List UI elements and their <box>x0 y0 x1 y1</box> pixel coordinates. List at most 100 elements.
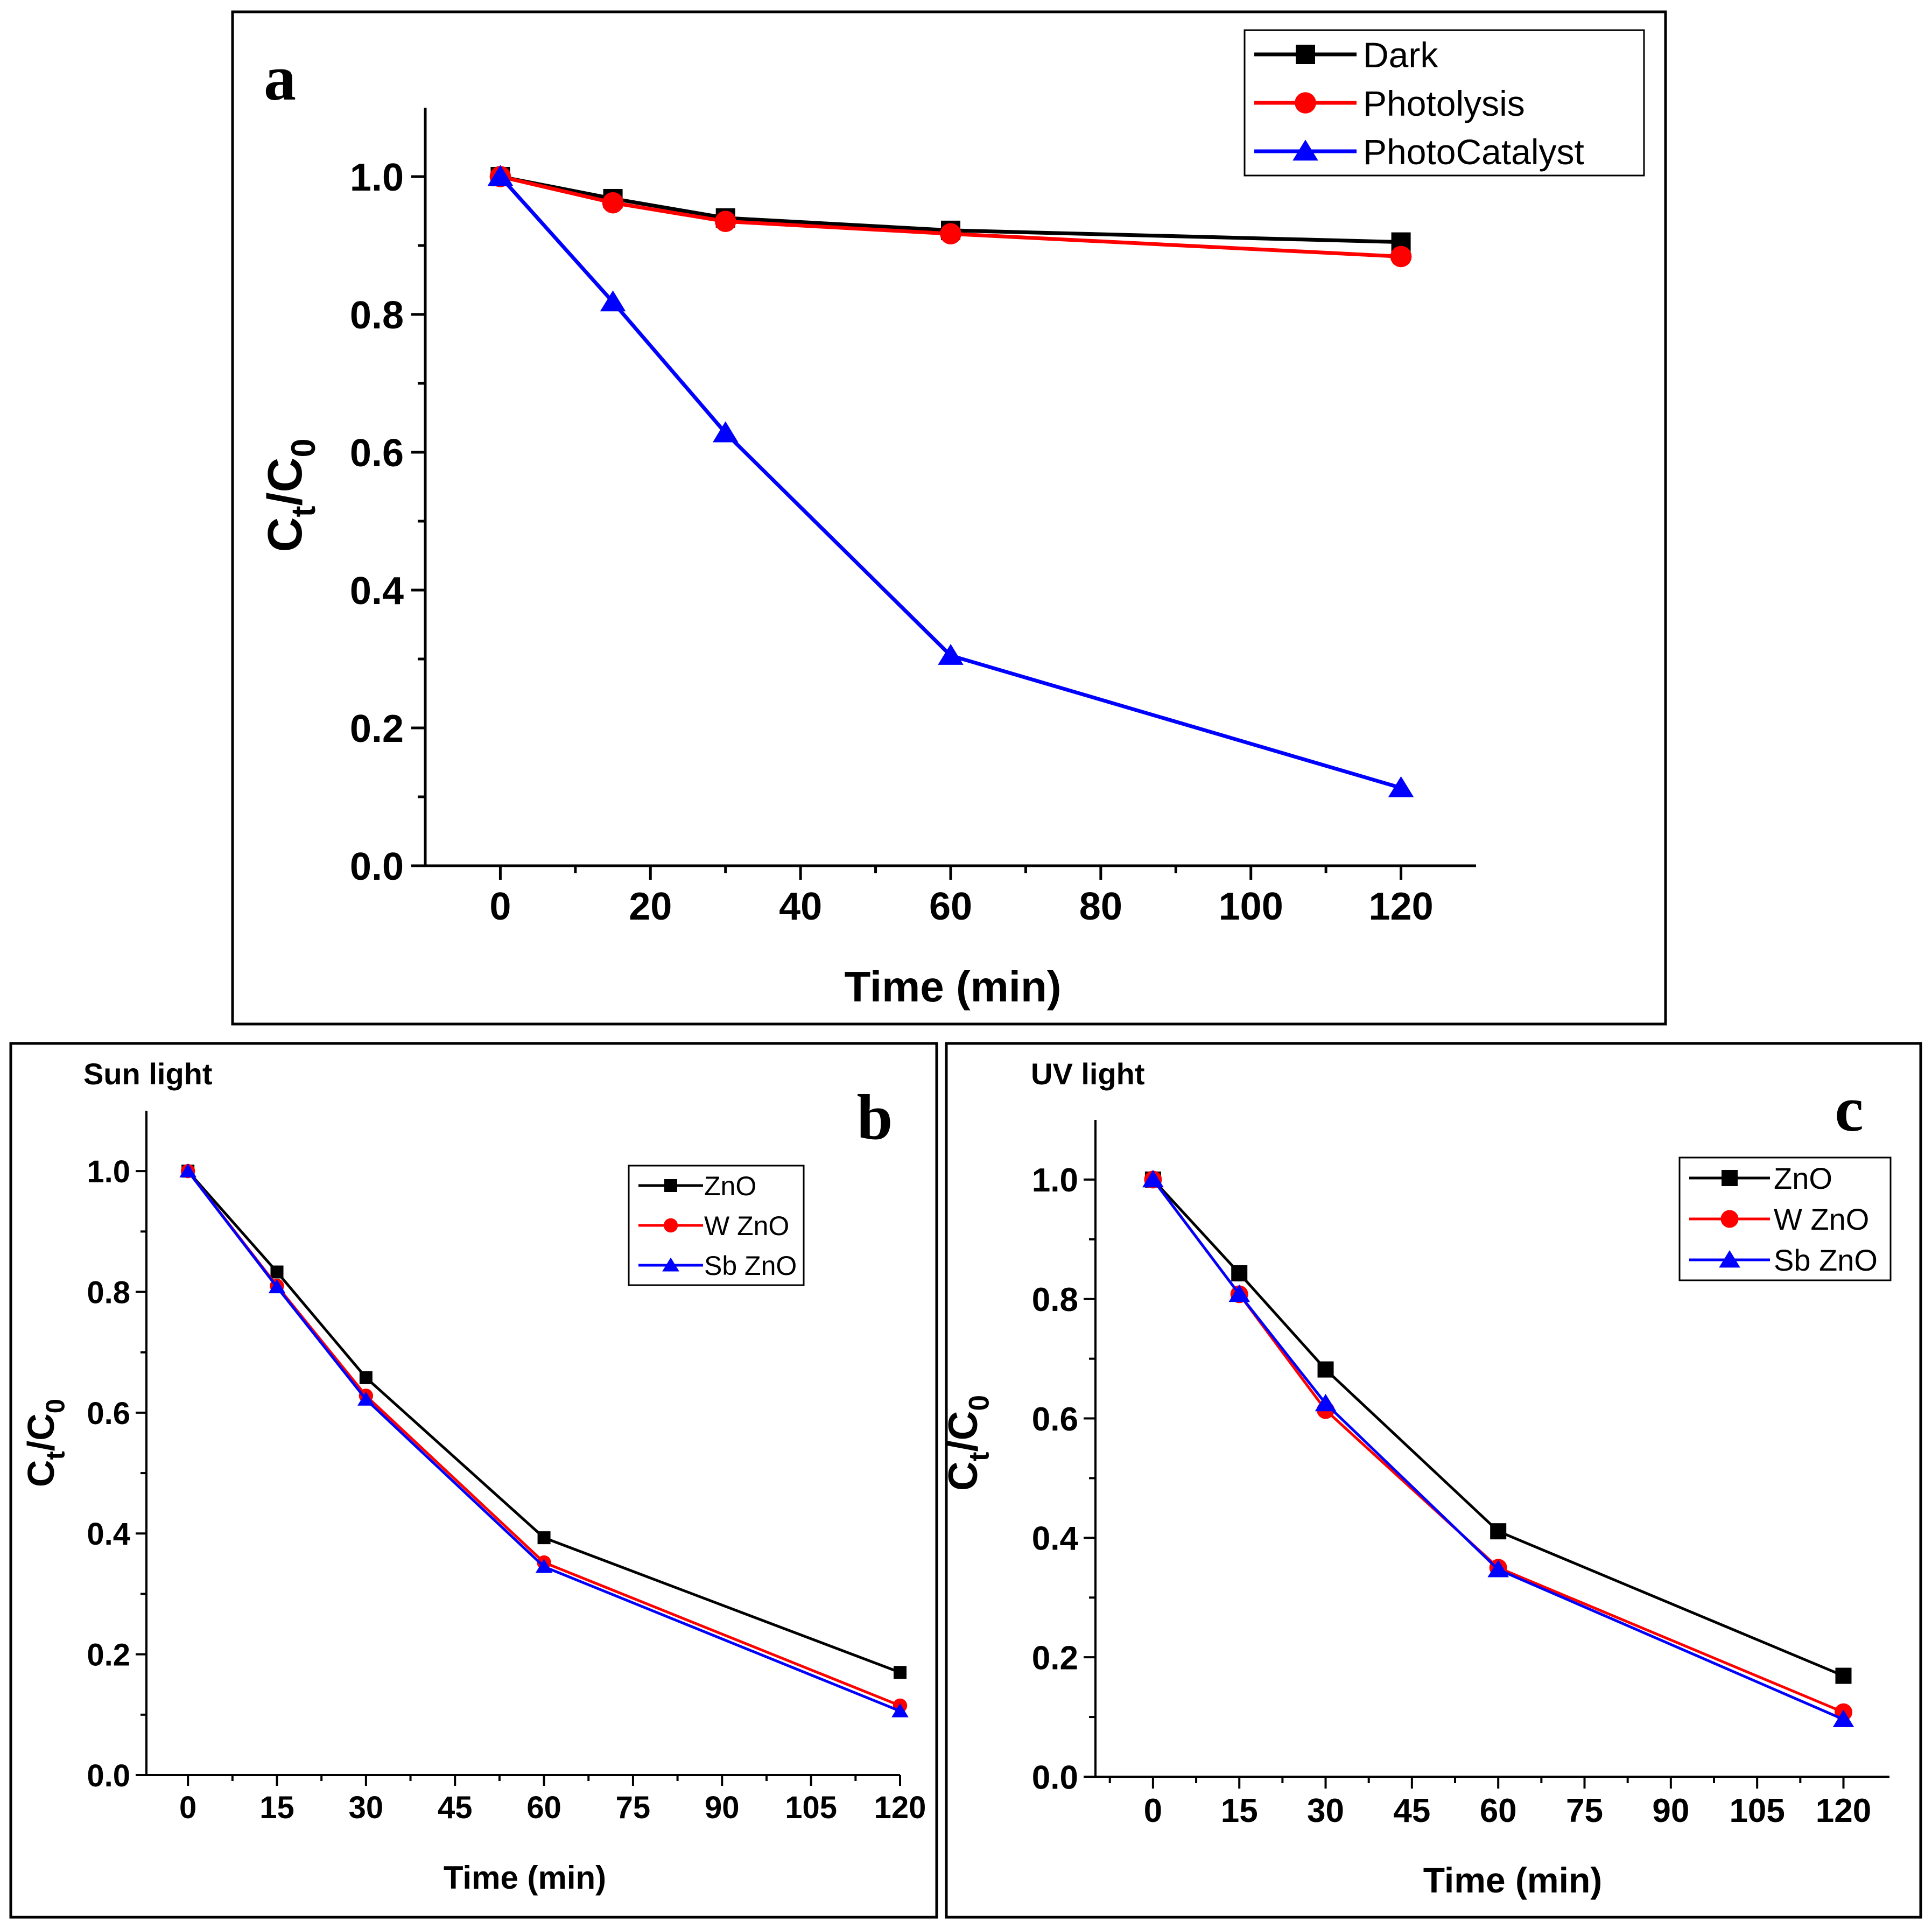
data-point <box>1390 246 1412 268</box>
data-point <box>357 1391 375 1406</box>
legend-label: ZnO <box>1774 1161 1832 1195</box>
y-tick-label: 0.2 <box>87 1638 130 1673</box>
y-axis-title-sub: t <box>963 1452 995 1461</box>
y-tick-label: 0.4 <box>350 570 404 613</box>
x-tick-label: 60 <box>929 885 972 928</box>
data-point <box>535 1559 553 1573</box>
data-point <box>1315 1393 1337 1412</box>
y-tick-label: 0.6 <box>87 1396 130 1431</box>
data-point <box>1231 1265 1248 1282</box>
y-tick-label: 0.2 <box>350 707 404 751</box>
panel-letter: b <box>857 1081 893 1153</box>
panel-a: 0 20 40 60 80 100 120 0.0 0.2 0.4 0.6 0.8 1.0 Time (m… <box>258 29 1645 1011</box>
y-tick-label: 0.0 <box>87 1758 130 1793</box>
legend-marker <box>1722 1170 1738 1186</box>
y-axis-title-main: C <box>258 517 312 552</box>
x-tick-label: 120 <box>1816 1792 1871 1829</box>
data-point <box>359 1371 373 1384</box>
legend-marker <box>662 1257 679 1272</box>
x-tick-label: 75 <box>1566 1792 1603 1829</box>
x-tick-label: 30 <box>1307 1792 1344 1829</box>
data-point <box>602 192 624 214</box>
data-point <box>270 1265 284 1279</box>
legend-label: PhotoCatalyst <box>1363 132 1584 172</box>
y-tick-label: 0.8 <box>350 294 404 337</box>
legend-marker <box>1292 139 1318 161</box>
y-axis-title-sub: 0 <box>41 1399 71 1413</box>
x-tick-label: 30 <box>349 1790 384 1825</box>
legend-marker <box>1296 45 1315 64</box>
data-point <box>537 1531 551 1545</box>
x-tick-label: 60 <box>1480 1792 1517 1829</box>
legend-label: W ZnO <box>1774 1202 1869 1236</box>
x-tick-label: 60 <box>526 1790 561 1825</box>
x-tick-label: 80 <box>1079 885 1122 928</box>
data-point <box>1142 1169 1164 1188</box>
x-tick-label: 105 <box>785 1790 837 1825</box>
x-tick-label: 90 <box>1652 1792 1689 1829</box>
x-tick-label: 45 <box>438 1790 473 1825</box>
x-tick-label: 100 <box>1219 885 1283 928</box>
legend-label: Sb ZnO <box>704 1251 797 1281</box>
legend-label: W ZnO <box>704 1211 789 1241</box>
y-axis-title-mid: /C <box>940 1411 986 1452</box>
y-tick-label: 0.4 <box>1032 1520 1079 1558</box>
y-tick-label: 0.0 <box>1032 1759 1078 1796</box>
y-tick-label: 1.0 <box>1032 1162 1078 1199</box>
legend-marker <box>1295 92 1316 114</box>
x-tick-label: 75 <box>616 1790 651 1825</box>
y-axis-title-sub: 0 <box>963 1395 995 1411</box>
data-point <box>1490 1523 1507 1540</box>
y-tick-label: 0.8 <box>1032 1281 1078 1319</box>
y-tick-label: 0.0 <box>350 845 404 888</box>
data-point <box>600 290 626 312</box>
y-axis-title-sub: t <box>41 1451 71 1460</box>
y-axis-title: Ct/C0 <box>258 438 322 552</box>
legend-label: ZnO <box>704 1171 756 1201</box>
x-tick-label: 0 <box>179 1790 196 1825</box>
panel-letter: a <box>264 42 296 114</box>
data-point <box>891 1703 909 1717</box>
x-tick-label: 90 <box>705 1790 740 1825</box>
y-tick-label: 0.6 <box>1032 1401 1078 1438</box>
y-tick-label: 0.4 <box>87 1517 130 1552</box>
panel-title: UV light <box>1031 1057 1145 1091</box>
y-tick-label: 0.6 <box>350 432 404 475</box>
x-tick-label: 0 <box>1144 1792 1162 1829</box>
data-point <box>712 421 739 443</box>
data-point <box>938 644 964 665</box>
y-tick-label: 0.8 <box>87 1275 130 1310</box>
data-point <box>1388 776 1414 797</box>
legend-marker <box>1719 1250 1740 1268</box>
legend-marker <box>663 1218 678 1233</box>
legend-marker <box>664 1179 677 1192</box>
x-tick-label: 120 <box>1369 885 1434 928</box>
y-axis-title: Ct/C0 <box>940 1395 995 1491</box>
data-point <box>1832 1709 1854 1727</box>
x-tick-label: 120 <box>874 1790 926 1825</box>
x-tick-label: 40 <box>779 885 822 928</box>
y-axis-title-mid: /C <box>258 458 312 506</box>
x-tick-label: 15 <box>259 1790 294 1825</box>
x-axis-title: Time (min) <box>444 1860 606 1896</box>
data-point <box>487 165 514 186</box>
panel-letter: c <box>1835 1073 1863 1145</box>
y-axis-title-main: C <box>20 1460 62 1488</box>
data-point <box>179 1163 197 1177</box>
x-tick-label: 0 <box>489 885 511 928</box>
x-tick-label: 105 <box>1729 1792 1785 1829</box>
data-point <box>1317 1361 1334 1378</box>
legend-marker <box>1720 1210 1739 1228</box>
y-tick-label: 1.0 <box>350 156 404 199</box>
x-axis-title: Time (min) <box>1423 1860 1602 1900</box>
x-tick-label: 45 <box>1393 1792 1430 1829</box>
x-tick-label: 15 <box>1221 1792 1258 1829</box>
data-point <box>1835 1667 1852 1684</box>
data-point <box>894 1666 907 1679</box>
data-point <box>268 1279 286 1294</box>
panel-b: 0 15 30 45 60 75 90 105 120 0.0 0.2 0.4 0.6 0.8 1.0 Tim… <box>20 1057 926 1896</box>
y-tick-label: 0.2 <box>1032 1640 1078 1677</box>
x-axis-title: Time (min) <box>844 963 1061 1011</box>
y-axis-title-mid: /C <box>20 1413 62 1451</box>
